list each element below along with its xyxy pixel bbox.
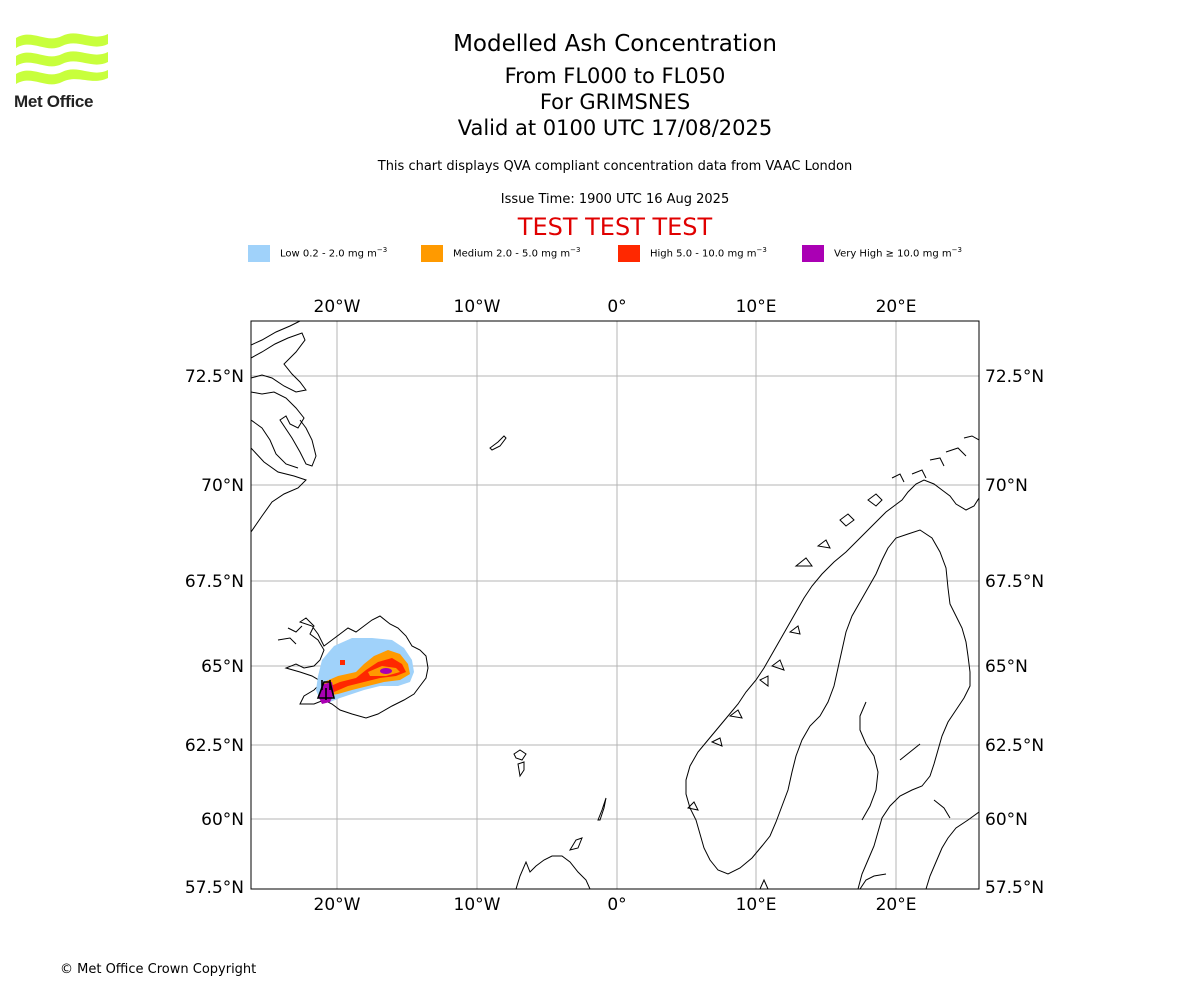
legend-swatch-high (618, 245, 640, 262)
met-office-wave-icon (16, 33, 108, 85)
ash-very-high-core-east (380, 668, 392, 674)
lon-label-bottom-0: 0° (607, 895, 626, 915)
lat-label-left-67-5: 67.5°N (185, 572, 244, 592)
flight-level-range: From FL000 to FL050 (504, 64, 726, 88)
longitude-labels-bottom: 20°W 10°W 0° 10°E 20°E (314, 895, 917, 915)
met-office-logo: Met Office (14, 30, 110, 114)
issue-time: Issue Time: 1900 UTC 16 Aug 2025 (500, 192, 730, 207)
volcano-source-marker (316, 680, 336, 700)
lat-label-left-72-5: 72.5°N (185, 367, 244, 387)
legend-label-very-high: Very High ≥ 10.0 mg m (834, 248, 952, 260)
legend-exp-medium: −3 (570, 246, 581, 254)
lon-label-bottom-10e: 10°E (736, 895, 777, 915)
map-gridlines (251, 321, 979, 889)
lon-label-top-0: 0° (607, 297, 626, 317)
legend-exp-high: −3 (756, 246, 767, 254)
valid-time: Valid at 0100 UTC 17/08/2025 (457, 116, 773, 140)
location-label: For GRIMSNES (539, 90, 691, 114)
latitude-labels-left: 72.5°N 70°N 67.5°N 65°N 62.5°N 60°N 57.5… (185, 367, 244, 898)
legend-exp-very-high: −3 (951, 246, 962, 254)
lon-label-top-20e: 20°E (876, 297, 917, 317)
lat-label-left-65: 65°N (201, 657, 244, 677)
legend-swatch-very-high (802, 245, 824, 262)
lat-label-right-57-5: 57.5°N (985, 878, 1044, 898)
lon-label-top-10e: 10°E (736, 297, 777, 317)
lon-label-bottom-20e: 20°E (876, 895, 917, 915)
latitude-labels-right: 72.5°N 70°N 67.5°N 65°N 62.5°N 60°N 57.5… (985, 367, 1044, 898)
faroe-islands (513, 749, 527, 778)
chart-description: This chart displays QVA compliant concen… (377, 159, 853, 174)
lat-label-left-62-5: 62.5°N (185, 736, 244, 756)
lat-label-left-57-5: 57.5°N (185, 878, 244, 898)
lat-label-left-70: 70°N (201, 476, 244, 496)
ash-high-region (326, 658, 406, 692)
lat-label-right-70: 70°N (985, 476, 1028, 496)
legend-label-medium: Medium 2.0 - 5.0 mg m (453, 248, 571, 260)
greenland-coastline (251, 321, 317, 533)
scandinavia-coastline (685, 435, 979, 889)
legend-swatch-medium (421, 245, 443, 262)
lat-label-right-60: 60°N (985, 810, 1028, 830)
legend-label-high: High 5.0 - 10.0 mg m (650, 248, 757, 260)
lat-label-right-65: 65°N (985, 657, 1028, 677)
lon-label-bottom-10w: 10°W (454, 895, 501, 915)
map-frame (250, 320, 980, 890)
legend-swatch-low (248, 245, 270, 262)
ash-plume (316, 638, 414, 704)
longitude-labels-top: 20°W 10°W 0° 10°E 20°E (314, 297, 917, 317)
chart-title: Modelled Ash Concentration (453, 31, 777, 57)
test-banner: TEST TEST TEST (517, 213, 713, 241)
jan-mayen-island (489, 435, 507, 451)
lat-label-right-72-5: 72.5°N (985, 367, 1044, 387)
lat-label-right-62-5: 62.5°N (985, 736, 1044, 756)
logo-text: Met Office (14, 92, 94, 111)
legend-label-low: Low 0.2 - 2.0 mg m (280, 248, 377, 260)
scotland-coastline (515, 797, 607, 889)
lat-label-left-60: 60°N (201, 810, 244, 830)
legend-exp-low: −3 (376, 246, 388, 254)
lon-label-top-10w: 10°W (454, 297, 501, 317)
lon-label-bottom-20w: 20°W (314, 895, 361, 915)
iceland-coastline (277, 615, 429, 719)
lat-label-right-67-5: 67.5°N (985, 572, 1044, 592)
lon-label-top-20w: 20°W (314, 297, 361, 317)
copyright-notice: © Met Office Crown Copyright (60, 962, 257, 977)
